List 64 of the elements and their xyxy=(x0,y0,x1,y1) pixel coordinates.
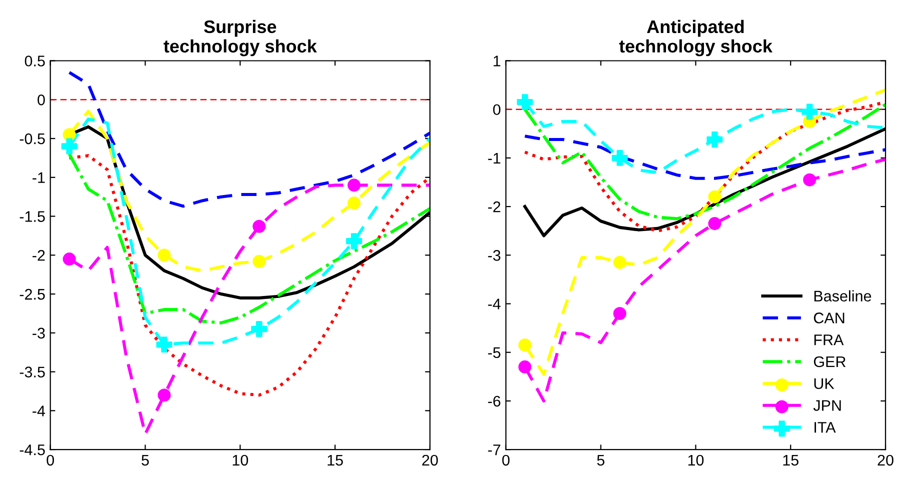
point xyxy=(158,248,171,262)
chart-title: Anticipated technology shock xyxy=(619,20,772,56)
y-tick-label: -0.5 xyxy=(20,133,45,144)
point xyxy=(348,196,361,210)
y-tick-label: -2 xyxy=(32,250,45,261)
point xyxy=(61,138,78,154)
chart-title: Surprise technology shock xyxy=(164,20,317,56)
line-series xyxy=(523,134,886,180)
x-tick-label: 10 xyxy=(232,454,248,466)
x-tick-label: 5 xyxy=(142,454,149,466)
y-tick-label: -3 xyxy=(488,250,500,261)
point xyxy=(62,252,76,266)
x-tick-label: 5 xyxy=(597,454,604,466)
x-tick-label: 10 xyxy=(688,454,704,466)
y-tick-label: -4 xyxy=(32,406,46,416)
y-tick-label: -3.5 xyxy=(20,366,45,378)
y-tick-label: -1.5 xyxy=(20,211,45,222)
x-tick-label: 20 xyxy=(878,454,894,466)
point xyxy=(613,256,626,269)
x-tick-label: 0 xyxy=(502,454,510,466)
point xyxy=(158,388,171,402)
line-series xyxy=(68,70,430,208)
y-tick-label: -2.5 xyxy=(20,288,45,300)
point xyxy=(612,150,628,166)
point xyxy=(518,338,532,352)
legend-label: JPN xyxy=(813,400,841,411)
x-tick-label: 15 xyxy=(328,454,343,466)
x-tick-label: 15 xyxy=(783,454,798,466)
y-tick-label: -4.5 xyxy=(20,444,45,456)
point xyxy=(803,173,816,186)
x-tick-label: 0 xyxy=(46,454,54,466)
point xyxy=(708,217,722,230)
point xyxy=(802,104,818,120)
line-series xyxy=(68,154,430,397)
legend-label: ITA xyxy=(814,422,836,433)
y-tick-label: -1 xyxy=(488,152,500,164)
y-tick-label: -3 xyxy=(32,328,45,339)
point xyxy=(156,336,172,353)
point xyxy=(252,254,266,268)
point xyxy=(518,360,532,374)
x-tick-label: 20 xyxy=(422,454,438,466)
y-tick-label: -5 xyxy=(488,347,500,358)
y-tick-label: 0.5 xyxy=(24,56,45,66)
legend-label: FRA xyxy=(814,334,844,346)
legend-label: GER xyxy=(814,356,846,368)
y-tick-label: -2 xyxy=(488,201,500,212)
y-tick-label: 0 xyxy=(38,94,45,106)
y-tick-label: -1 xyxy=(32,172,45,183)
point xyxy=(252,220,266,233)
y-tick-label: 0 xyxy=(493,104,500,116)
point xyxy=(708,190,722,204)
point xyxy=(516,94,533,110)
point xyxy=(706,132,723,148)
point xyxy=(251,321,268,337)
y-tick-label: -4 xyxy=(488,298,501,310)
legend-label: CAN xyxy=(814,312,844,324)
legend-label: Baseline xyxy=(814,290,872,302)
legend-label: UK xyxy=(814,378,834,390)
y-tick-label: 1 xyxy=(494,56,500,66)
y-tick-label: -6 xyxy=(488,396,500,407)
point xyxy=(348,178,361,192)
y-tick-label: -7 xyxy=(488,444,500,456)
point xyxy=(613,306,626,320)
point xyxy=(346,233,362,250)
